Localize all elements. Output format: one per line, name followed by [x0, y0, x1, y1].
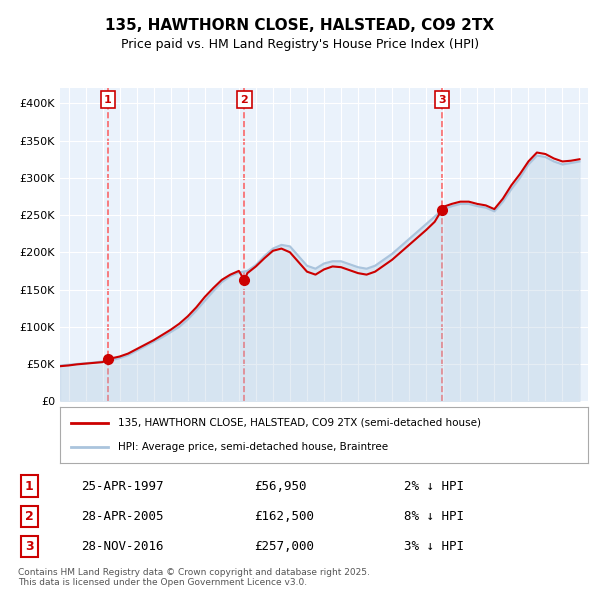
Text: £257,000: £257,000	[254, 540, 314, 553]
Text: Price paid vs. HM Land Registry's House Price Index (HPI): Price paid vs. HM Land Registry's House …	[121, 38, 479, 51]
Text: 3% ↓ HPI: 3% ↓ HPI	[404, 540, 464, 553]
Text: 2: 2	[241, 94, 248, 104]
Text: 135, HAWTHORN CLOSE, HALSTEAD, CO9 2TX (semi-detached house): 135, HAWTHORN CLOSE, HALSTEAD, CO9 2TX (…	[118, 418, 481, 428]
Text: 135, HAWTHORN CLOSE, HALSTEAD, CO9 2TX: 135, HAWTHORN CLOSE, HALSTEAD, CO9 2TX	[106, 18, 494, 32]
Text: 3: 3	[438, 94, 446, 104]
Text: 2: 2	[25, 510, 34, 523]
Text: Contains HM Land Registry data © Crown copyright and database right 2025.
This d: Contains HM Land Registry data © Crown c…	[18, 568, 370, 587]
Text: 1: 1	[25, 480, 34, 493]
Text: HPI: Average price, semi-detached house, Braintree: HPI: Average price, semi-detached house,…	[118, 442, 388, 453]
Text: £162,500: £162,500	[254, 510, 314, 523]
Text: 28-APR-2005: 28-APR-2005	[81, 510, 164, 523]
Text: 8% ↓ HPI: 8% ↓ HPI	[404, 510, 464, 523]
Text: 1: 1	[104, 94, 112, 104]
Text: 25-APR-1997: 25-APR-1997	[81, 480, 164, 493]
Text: 2% ↓ HPI: 2% ↓ HPI	[404, 480, 464, 493]
Text: 28-NOV-2016: 28-NOV-2016	[81, 540, 164, 553]
Text: 3: 3	[25, 540, 34, 553]
Text: £56,950: £56,950	[254, 480, 307, 493]
